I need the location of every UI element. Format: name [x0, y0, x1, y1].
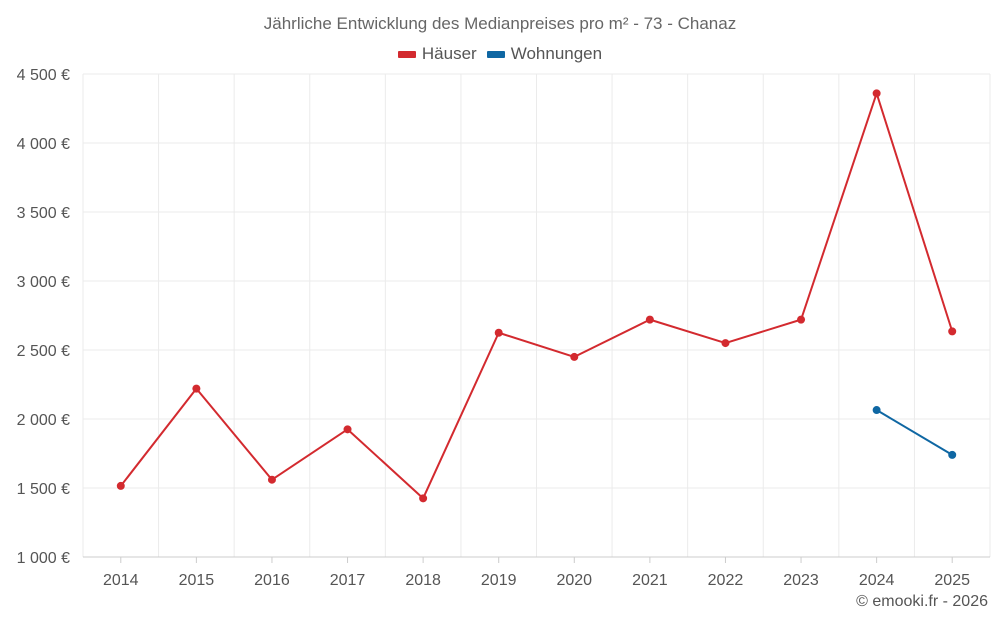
- data-point-houses: [419, 494, 428, 503]
- y-tick-label: 4 000 €: [17, 136, 70, 153]
- data-point-houses: [570, 352, 579, 361]
- data-point-apartments: [948, 450, 957, 459]
- y-tick-label: 2 000 €: [17, 412, 70, 429]
- legend-swatch-houses: [397, 50, 416, 58]
- data-point-apartments: [872, 406, 881, 415]
- x-tick-label: 2015: [179, 572, 215, 589]
- data-point-houses: [797, 315, 806, 324]
- data-point-houses: [343, 425, 352, 434]
- data-point-houses: [872, 89, 881, 98]
- data-point-houses: [494, 328, 503, 337]
- x-tick-label: 2017: [330, 572, 366, 589]
- x-tick-label: 2025: [934, 572, 970, 589]
- legend-label-houses: Häuser: [421, 44, 477, 63]
- series-line-houses: [120, 92, 954, 500]
- y-tick-label: 2 500 €: [17, 343, 70, 360]
- y-tick-label: 3 000 €: [17, 274, 70, 291]
- credit-text: © emooki.fr - 2026: [856, 593, 988, 610]
- x-tick-label: 2014: [103, 572, 139, 589]
- data-point-houses: [645, 315, 654, 324]
- legend-item-apartments[interactable]: Wohnungen: [486, 44, 603, 64]
- x-tick-label: 2018: [405, 572, 441, 589]
- x-tick-label: 2022: [708, 572, 744, 589]
- y-tick-label: 1 500 €: [17, 481, 70, 498]
- legend: Häuser Wohnungen: [0, 44, 1000, 64]
- data-point-houses: [948, 327, 957, 336]
- legend-label-apartments: Wohnungen: [510, 44, 603, 63]
- x-tick-label: 2024: [859, 572, 895, 589]
- x-tick-label: 2021: [632, 572, 668, 589]
- data-point-houses: [267, 475, 276, 484]
- data-point-houses: [192, 384, 201, 393]
- series-line-apartments: [876, 409, 953, 456]
- data-point-houses: [116, 481, 125, 490]
- legend-swatch-apartments: [486, 50, 505, 58]
- data-point-houses: [721, 339, 730, 348]
- x-tick-label: 2019: [481, 572, 517, 589]
- y-tick-label: 1 000 €: [17, 550, 70, 567]
- x-tick-label: 2016: [254, 572, 290, 589]
- x-tick-label: 2023: [783, 572, 819, 589]
- legend-item-houses[interactable]: Häuser: [397, 44, 477, 64]
- y-tick-label: 3 500 €: [17, 205, 70, 222]
- y-tick-label: 4 500 €: [17, 67, 70, 84]
- x-tick-label: 2020: [556, 572, 592, 589]
- chart-title: Jährliche Entwicklung des Medianpreises …: [263, 14, 737, 33]
